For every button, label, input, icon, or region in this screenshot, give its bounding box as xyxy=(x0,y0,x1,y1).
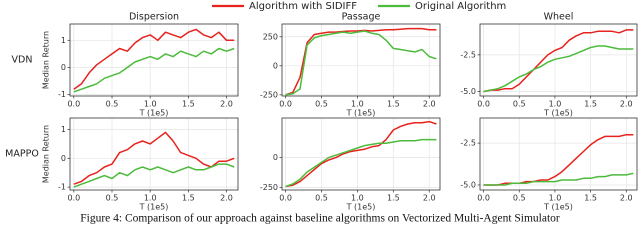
legend-label: Algorithm with SIDIFF xyxy=(249,1,357,12)
y-tick-label: -2.5 xyxy=(460,139,476,148)
x-axis-label: T (1e5) xyxy=(543,109,573,118)
series-line xyxy=(73,28,235,90)
x-tick-label: 1.5 xyxy=(387,100,400,109)
x-tick-label: 1.5 xyxy=(584,194,597,203)
x-tick-label: 0.5 xyxy=(513,100,526,109)
x-tick-label: 0.5 xyxy=(315,194,328,203)
y-tick-label: -5.0 xyxy=(460,87,476,96)
x-tick-label: 1.5 xyxy=(182,194,195,203)
x-tick-label: 2.0 xyxy=(220,100,233,109)
x-tick-label: 0.0 xyxy=(67,194,80,203)
series-line xyxy=(73,47,235,93)
x-tick-label: 0.5 xyxy=(106,100,119,109)
x-tick-label: 2.0 xyxy=(423,194,436,203)
x-axis-label: T (1e5) xyxy=(346,203,376,212)
plot-frame xyxy=(69,117,239,191)
series-line xyxy=(483,29,634,93)
legend-label: Original Algorithm xyxy=(415,1,506,12)
series-line xyxy=(73,163,235,188)
x-axis-label: T (1e5) xyxy=(346,109,376,118)
y-tick-label: -250 xyxy=(260,183,278,192)
series-line xyxy=(483,45,634,93)
x-tick-label: 2.0 xyxy=(423,100,436,109)
figure: Figure 4: Comparison of our approach aga… xyxy=(5,1,638,224)
y-tick-label: 1 xyxy=(61,36,66,45)
x-tick-label: 1.5 xyxy=(584,100,597,109)
y-tick-label: -1 xyxy=(58,183,66,192)
series-line xyxy=(483,172,634,186)
x-tick-label: 2.0 xyxy=(620,194,633,203)
series-line xyxy=(483,133,634,186)
series-line xyxy=(285,120,437,188)
y-tick-label: -250 xyxy=(260,90,278,99)
x-tick-label: 1.0 xyxy=(351,194,364,203)
x-tick-label: 0.0 xyxy=(477,100,490,109)
y-tick-label: 0 xyxy=(61,63,66,72)
x-tick-label: 2.0 xyxy=(220,194,233,203)
y-tick-label: 1 xyxy=(61,125,66,134)
y-tick-label: 250 xyxy=(263,32,278,41)
series-line xyxy=(73,131,235,185)
series-line xyxy=(285,30,437,96)
x-axis-label: T (1e5) xyxy=(543,203,573,212)
x-tick-label: 1.0 xyxy=(351,100,364,109)
y-tick-label: -2.5 xyxy=(460,50,476,59)
x-tick-label: 1.0 xyxy=(144,100,157,109)
subplot-title: Passage xyxy=(342,12,381,23)
x-axis-label: T (1e5) xyxy=(139,109,169,118)
x-tick-label: 1.0 xyxy=(549,100,562,109)
x-tick-label: 0.0 xyxy=(279,194,292,203)
y-axis-label: Median Return xyxy=(42,31,51,89)
x-tick-label: 0.5 xyxy=(106,194,119,203)
y-tick-label: 0 xyxy=(273,61,278,70)
y-axis-label: Median Return xyxy=(42,125,51,183)
subplot-title: Dispersion xyxy=(129,12,179,23)
x-tick-label: 1.0 xyxy=(549,194,562,203)
x-tick-label: 0.0 xyxy=(477,194,490,203)
row-label: VDN xyxy=(12,55,33,66)
plot-frame xyxy=(281,23,441,97)
y-tick-label: 0 xyxy=(61,154,66,163)
x-tick-label: 1.0 xyxy=(144,194,157,203)
plot-frame xyxy=(479,117,638,191)
x-axis-label: T (1e5) xyxy=(139,203,169,212)
caption: Figure 4: Comparison of our approach aga… xyxy=(80,213,560,224)
subplot-title: Wheel xyxy=(544,12,574,23)
x-tick-label: 2.0 xyxy=(620,100,633,109)
x-tick-label: 0.5 xyxy=(513,194,526,203)
x-tick-label: 0.0 xyxy=(279,100,292,109)
y-tick-label: -1 xyxy=(58,90,66,99)
plot-frame xyxy=(281,117,441,191)
series-line xyxy=(285,27,437,96)
x-tick-label: 1.5 xyxy=(387,194,400,203)
plot-frame xyxy=(479,23,638,97)
y-tick-label: -5.0 xyxy=(460,180,476,189)
x-tick-label: 0.5 xyxy=(315,100,328,109)
y-tick-label: 0 xyxy=(273,153,278,162)
plot-frame xyxy=(69,23,239,97)
x-tick-label: 0.0 xyxy=(67,100,80,109)
series-line xyxy=(285,138,437,188)
row-label: MAPPO xyxy=(5,149,39,160)
x-tick-label: 1.5 xyxy=(182,100,195,109)
